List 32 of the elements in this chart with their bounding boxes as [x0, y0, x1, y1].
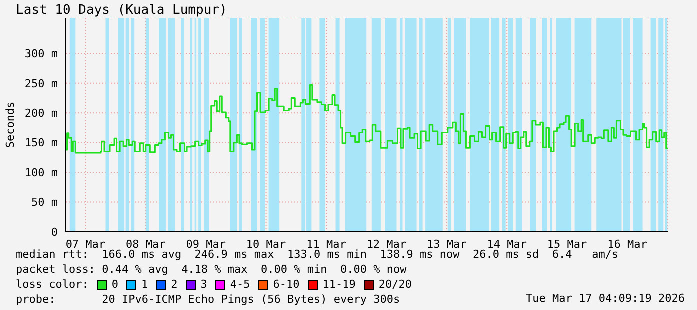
legend-label: 3	[200, 277, 208, 292]
legend-label: 6-10	[273, 277, 300, 292]
y-tick-label: 200 m	[24, 107, 58, 120]
chart-title: Last 10 Days (Kuala Lumpur)	[16, 3, 228, 18]
y-tick-label: 0	[51, 226, 58, 239]
legend-label: 11-19	[322, 277, 356, 292]
y-tick-label: 100 m	[24, 166, 58, 180]
x-tick-label: 09 Mar	[186, 238, 226, 251]
x-tick-label: 14 Mar	[487, 238, 528, 251]
legend-label: 20/20	[378, 277, 412, 292]
y-axis-title: Seconds	[4, 102, 17, 148]
x-tick-label: 07 Mar	[66, 238, 106, 251]
legend-label: 1	[141, 277, 148, 292]
legend-label: 0	[112, 277, 118, 292]
y-tick-label: 150 m	[24, 136, 58, 150]
y-tick-label: 50 m	[32, 196, 58, 210]
legend-label: 4-5	[230, 277, 250, 292]
legend-label: 2	[171, 277, 178, 292]
x-tick-label: 13 Mar	[427, 238, 468, 251]
text: Tue Mar 17 04:09:19 2026	[526, 292, 685, 305]
x-tick-label: 15 Mar	[547, 238, 588, 251]
text: probe: 20 IPv6-ICMP Echo Pings (56 Bytes) every 300s	[16, 293, 400, 306]
y-tick-label: 250 m	[24, 77, 58, 90]
x-tick-label: 10 Mar	[246, 238, 287, 251]
x-tick-label: 16 Mar	[608, 238, 648, 251]
legend-title: loss color:	[16, 277, 89, 292]
x-tick-label: 11 Mar	[306, 238, 347, 251]
text: packet loss: 0.44 % avg 4.18 % max 0.00 % min 0.00 % now	[16, 262, 408, 277]
y-tick-label: 300 m	[24, 48, 58, 61]
text: median rtt: 166.0 ms avg 246.9 ms max 133.0 ms min 138.9 ms now 26.0 ms sd 6.4 am/s	[16, 248, 619, 262]
x-tick-label: 08 Mar	[126, 238, 166, 251]
x-tick-label: 12 Mar	[366, 238, 407, 251]
